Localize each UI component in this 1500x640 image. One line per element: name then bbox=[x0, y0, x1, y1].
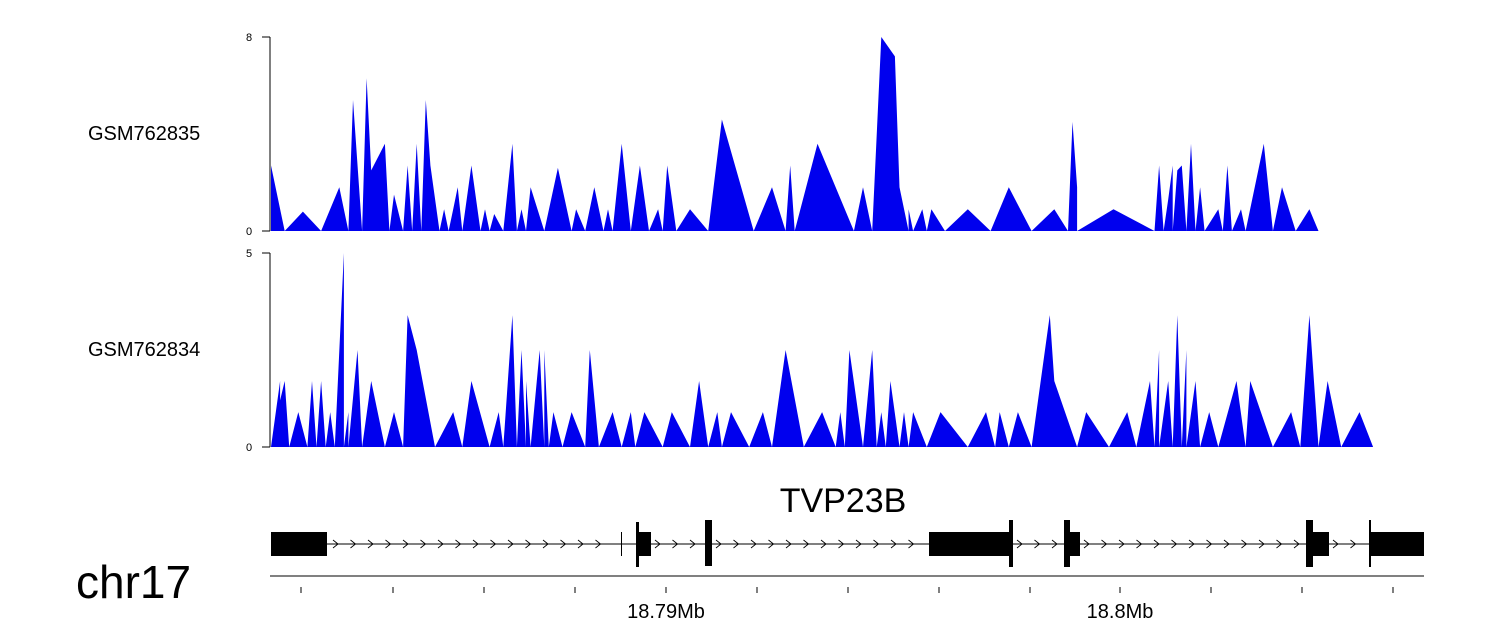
intron-arrow bbox=[420, 539, 427, 549]
intron-arrow bbox=[689, 539, 696, 549]
intron-arrow bbox=[785, 539, 792, 549]
intron-arrow bbox=[768, 539, 775, 549]
intron-arrow bbox=[672, 539, 679, 549]
chromosome-label: chr17 bbox=[76, 556, 191, 608]
exon-3b bbox=[639, 532, 651, 556]
intron-arrow bbox=[1258, 539, 1265, 549]
intron-arrow bbox=[332, 539, 339, 549]
genome-axis: 18.79Mb 18.8Mb bbox=[270, 575, 1424, 623]
intron-arrow bbox=[908, 539, 915, 549]
track-label-gsm762835: GSM762835 bbox=[88, 123, 200, 145]
track-label-gsm762834: GSM762834 bbox=[88, 339, 200, 361]
intron-arrow bbox=[1101, 539, 1108, 549]
intron-arrow bbox=[350, 539, 357, 549]
intron-arrow bbox=[1136, 539, 1143, 549]
intron-arrow bbox=[455, 539, 462, 549]
track1-tick-label-max: 8 bbox=[246, 32, 252, 44]
intron-arrow bbox=[385, 539, 392, 549]
intron-arrow bbox=[542, 539, 549, 549]
exon-5b bbox=[1009, 520, 1013, 567]
intron-arrow bbox=[472, 539, 479, 549]
exon-6b bbox=[1070, 532, 1080, 556]
track-gsm762835: GSM762835 8 0 bbox=[88, 32, 1319, 238]
exon-8a bbox=[1369, 520, 1371, 567]
axis-label-18-79mb: 18.79Mb bbox=[627, 601, 705, 623]
exon-5a bbox=[929, 532, 1009, 556]
intron-arrow bbox=[1332, 539, 1339, 549]
intron-arrow bbox=[715, 539, 722, 549]
intron-arrow bbox=[560, 539, 567, 549]
intron-arrow bbox=[838, 539, 845, 549]
intron-arrow bbox=[1034, 539, 1041, 549]
intron-arrow bbox=[890, 539, 897, 549]
intron-arrow bbox=[855, 539, 862, 549]
intron-arrow bbox=[1241, 539, 1248, 549]
intron-arrow bbox=[490, 539, 497, 549]
intron-arrow bbox=[803, 539, 810, 549]
intron-arrow bbox=[1171, 539, 1178, 549]
intron-arrow bbox=[1276, 539, 1283, 549]
signal-area-gsm762835 bbox=[271, 37, 1319, 231]
exon-7b bbox=[1313, 532, 1329, 556]
intron-arrow bbox=[402, 539, 409, 549]
axis-label-18-8mb: 18.8Mb bbox=[1087, 601, 1154, 623]
intron-direction-arrows bbox=[332, 539, 1357, 549]
intron-arrow bbox=[654, 539, 661, 549]
intron-arrow bbox=[820, 539, 827, 549]
intron-arrow bbox=[1118, 539, 1125, 549]
intron-arrow bbox=[507, 539, 514, 549]
intron-arrow bbox=[1223, 539, 1230, 549]
genome-axis-ticks bbox=[300, 587, 1394, 593]
exon-marker-2 bbox=[621, 532, 622, 556]
track2-tick-label-max: 5 bbox=[246, 248, 252, 260]
intron-arrow bbox=[1206, 539, 1213, 549]
exon-1 bbox=[271, 532, 327, 556]
intron-arrow bbox=[1153, 539, 1160, 549]
gene-track: TVP23B bbox=[271, 482, 1424, 567]
track2-tick-label-min: 0 bbox=[246, 442, 252, 454]
exon-7a bbox=[1306, 520, 1313, 567]
intron-arrow bbox=[577, 539, 584, 549]
track1-tick-label-min: 0 bbox=[246, 226, 252, 238]
intron-arrow bbox=[525, 539, 532, 549]
intron-arrow bbox=[750, 539, 757, 549]
intron-arrow bbox=[873, 539, 880, 549]
intron-arrow bbox=[595, 539, 602, 549]
intron-arrow bbox=[1350, 539, 1357, 549]
intron-arrow bbox=[437, 539, 444, 549]
intron-arrow bbox=[1083, 539, 1090, 549]
exon-8b bbox=[1371, 532, 1424, 556]
intron-arrow bbox=[367, 539, 374, 549]
intron-arrow bbox=[1051, 539, 1058, 549]
gene-name-label: TVP23B bbox=[780, 482, 907, 520]
signal-area-gsm762834 bbox=[271, 253, 1374, 447]
intron-arrow bbox=[1016, 539, 1023, 549]
intron-arrow bbox=[733, 539, 740, 549]
exon-3a bbox=[636, 522, 639, 567]
intron-arrow bbox=[1293, 539, 1300, 549]
intron-arrow bbox=[1188, 539, 1195, 549]
track-gsm762834: GSM762834 5 0 bbox=[88, 248, 1374, 454]
exon-6a bbox=[1064, 520, 1070, 567]
exon-4 bbox=[705, 520, 712, 566]
